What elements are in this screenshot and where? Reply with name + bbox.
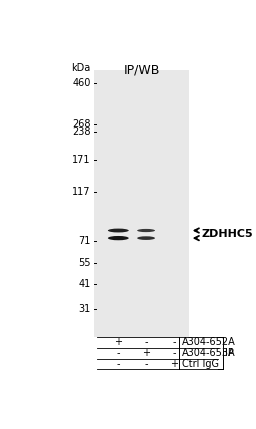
Text: 71: 71 — [78, 236, 91, 246]
Text: Ctrl IgG: Ctrl IgG — [182, 359, 219, 369]
Text: 238: 238 — [72, 127, 91, 137]
Bar — [94, 69, 189, 337]
Text: 31: 31 — [78, 304, 91, 314]
Ellipse shape — [137, 236, 155, 240]
Text: -: - — [116, 348, 120, 358]
Text: -: - — [116, 359, 120, 369]
Text: -: - — [172, 348, 176, 358]
Ellipse shape — [137, 229, 155, 232]
Text: +: + — [142, 348, 150, 358]
Text: IP: IP — [226, 348, 234, 358]
Text: -: - — [172, 337, 176, 347]
Text: kDa: kDa — [71, 63, 91, 73]
Text: IP/WB: IP/WB — [124, 63, 160, 76]
Text: 55: 55 — [78, 258, 91, 268]
Ellipse shape — [108, 229, 129, 233]
Text: 460: 460 — [72, 78, 91, 88]
Text: 268: 268 — [72, 119, 91, 129]
Text: +: + — [170, 359, 178, 369]
Text: A304-653A: A304-653A — [182, 348, 236, 358]
Text: +: + — [114, 337, 122, 347]
Text: 117: 117 — [72, 187, 91, 197]
Text: ZDHHC5: ZDHHC5 — [202, 229, 253, 239]
Text: -: - — [144, 359, 148, 369]
Text: A304-652A: A304-652A — [182, 337, 236, 347]
Text: 41: 41 — [78, 279, 91, 290]
Text: -: - — [144, 337, 148, 347]
Ellipse shape — [108, 236, 129, 240]
Text: 171: 171 — [72, 155, 91, 166]
